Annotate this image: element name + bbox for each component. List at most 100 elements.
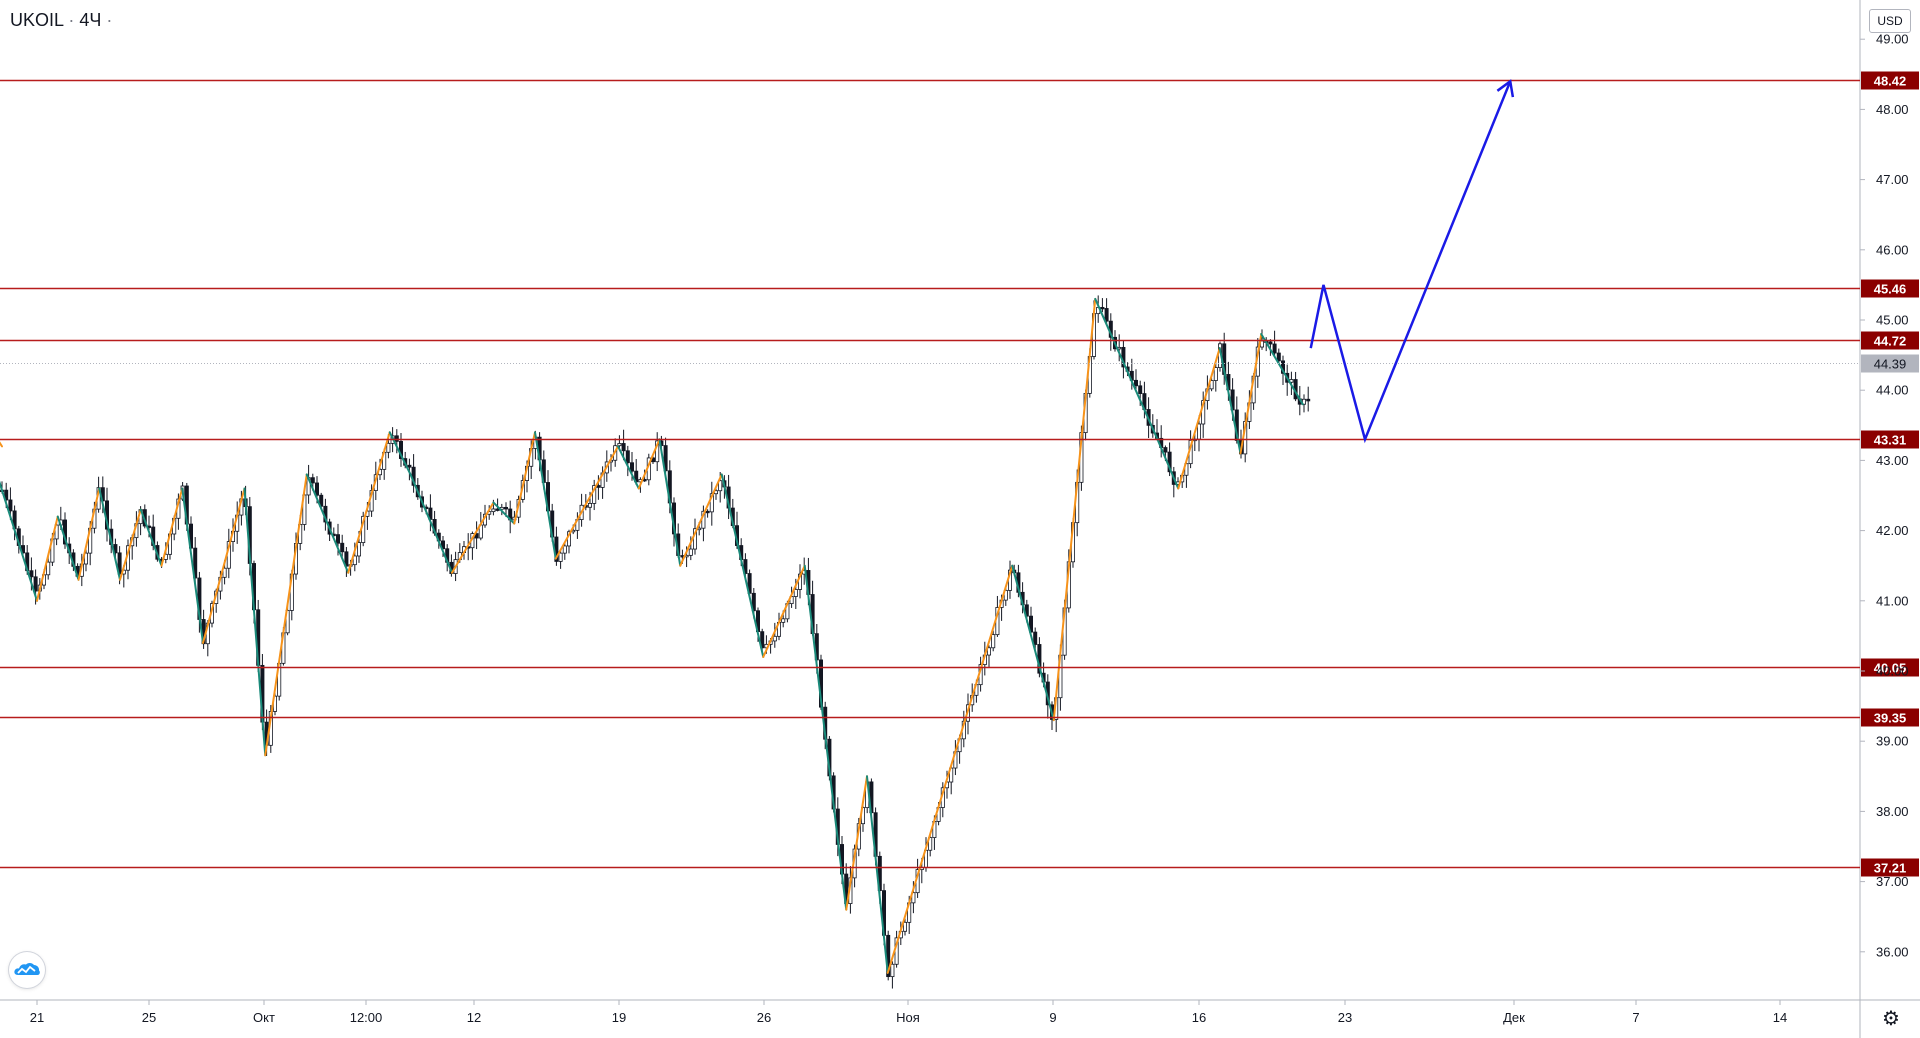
zigzag-down-segment [139,508,163,567]
candle-body [474,533,479,539]
candle-body [558,552,563,562]
candle-body [29,570,34,578]
currency-badge[interactable]: USD [1869,9,1911,33]
level-price-label: 39.35 [1874,711,1907,726]
price-axis[interactable]: 49.00 48.00 47.00 46.00 45.00 44.00 43.00 42.00… [1860,32,1909,960]
candle-body [793,589,798,597]
candle-body [630,462,635,472]
level-price-tag [1861,331,1919,350]
zigzag-down-segment [492,501,516,525]
candle-body [592,485,597,504]
zigzag-up-segment [451,501,495,574]
price-tick-label: 37.00 [1876,874,1909,889]
candle-body [588,503,593,508]
candle-body [655,440,660,463]
level-price-tag [1861,858,1919,877]
candle-body [718,480,723,492]
symbol-name: UKOIL [10,10,64,30]
candle-body [1276,352,1281,362]
legend-separator: · [68,10,75,30]
time-tick-label: 19 [612,1010,626,1025]
time-axis[interactable]: 21 25 Окт 12:00 12 19 26 Ноя 9 16 23 Дек 7 14 [30,1000,1787,1025]
horizontal-levels[interactable]: 48.42 45.46 44.72 43.31 40.05 39.35 37.21 44.39 [0,71,1919,877]
candle-body [709,493,714,513]
candle-body [928,837,933,851]
candle-body [772,635,777,642]
candle-body [1033,631,1038,645]
zigzag-down-segment [388,431,412,476]
zigzag-down-segment [56,515,80,581]
candle-body [1197,423,1202,440]
candle-body [903,921,908,932]
forecast-arrow[interactable] [1309,79,1515,444]
candle-body [491,508,496,513]
zigzag-down-segment [866,775,889,974]
tradingview-logo[interactable] [9,952,45,988]
level-price-label: 40.05 [1874,661,1907,676]
zigzag-down-segment [803,564,848,911]
candle-body [1104,308,1109,322]
time-tick-label: 16 [1192,1010,1206,1025]
candle-body [222,567,227,578]
zigzag-up-segment [202,487,246,644]
zigzag-up-segment [264,473,308,757]
candle-body [33,576,38,592]
settings-gear-icon[interactable]: ⚙ [1882,1008,1900,1030]
price-tick-label: 48.00 [1876,102,1909,117]
zigzag-down-segment [409,473,453,574]
candle-body [688,548,693,556]
price-tick-label: 36.00 [1876,944,1909,959]
zigzag-down-segment [1011,564,1055,722]
zigzag-up-segment [679,473,723,567]
zigzag-up-segment [160,487,184,567]
candle-body [760,631,765,649]
zigzag-up-segment [1052,297,1097,722]
zigzag-up-segment [845,775,868,911]
forecast-arrowhead [1496,79,1515,98]
zigzag-down-segment [1094,297,1159,441]
level-price-tag [1861,658,1919,677]
zigzag-down-segment [98,487,121,581]
time-tick-label: 7 [1632,1010,1639,1025]
candle-body [4,489,9,501]
zigzag-up-segment [1239,333,1263,455]
candle-body [1213,367,1218,381]
zigzag-down-segment [305,473,350,574]
forecast-path[interactable] [1309,80,1512,444]
zigzag-indicator [0,297,1304,974]
candle-body [1100,306,1105,310]
zigzag-down-segment [720,473,765,658]
zigzag-up-segment [762,564,806,658]
candle-body [751,592,756,612]
level-price-label: 45.46 [1874,282,1907,297]
symbol-legend[interactable]: UKOIL · 4Ч · [10,10,112,31]
zigzag-up-segment [886,564,1014,974]
time-tick-label: Дек [1503,1010,1525,1025]
zigzag-down-segment [617,445,640,490]
candle-body [340,542,345,553]
zigzag-up-segment [554,445,619,560]
candle-body [991,634,996,649]
price-tick-label: 39.00 [1876,734,1909,749]
price-tick-label: 44.00 [1876,383,1909,398]
candle-body [386,442,391,453]
time-tick-label: 12 [467,1010,481,1025]
candle-body [911,892,916,904]
candle-body [310,477,315,484]
zigzag-down-segment [243,487,267,757]
time-tick-label: 21 [30,1010,44,1025]
level-price-label: 48.42 [1874,74,1907,89]
candle-body [621,443,626,452]
candle-body [781,618,786,623]
price-tick-label: 40.00 [1876,664,1909,679]
candle-body [394,435,399,442]
candle-body [743,559,748,574]
time-tick-label: 26 [757,1010,771,1025]
time-tick-label: 23 [1338,1010,1352,1025]
zigzag-up-segment [637,438,661,490]
zigzag-up-segment [36,515,59,602]
time-tick-label: 9 [1049,1010,1056,1025]
